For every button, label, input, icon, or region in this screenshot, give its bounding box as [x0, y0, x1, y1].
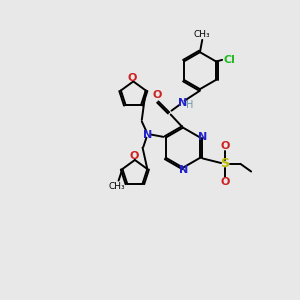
Text: N: N — [142, 130, 152, 140]
Text: O: O — [128, 73, 137, 82]
Text: N: N — [179, 165, 188, 175]
Text: S: S — [220, 157, 230, 170]
Text: Cl: Cl — [224, 55, 236, 65]
Text: CH₃: CH₃ — [109, 182, 125, 191]
Text: O: O — [220, 176, 230, 187]
Text: O: O — [153, 90, 162, 100]
Text: H: H — [186, 100, 194, 110]
Text: CH₃: CH₃ — [194, 30, 211, 39]
Text: N: N — [178, 98, 188, 108]
Text: N: N — [198, 132, 207, 142]
Text: O: O — [220, 141, 230, 151]
Text: O: O — [129, 151, 139, 161]
